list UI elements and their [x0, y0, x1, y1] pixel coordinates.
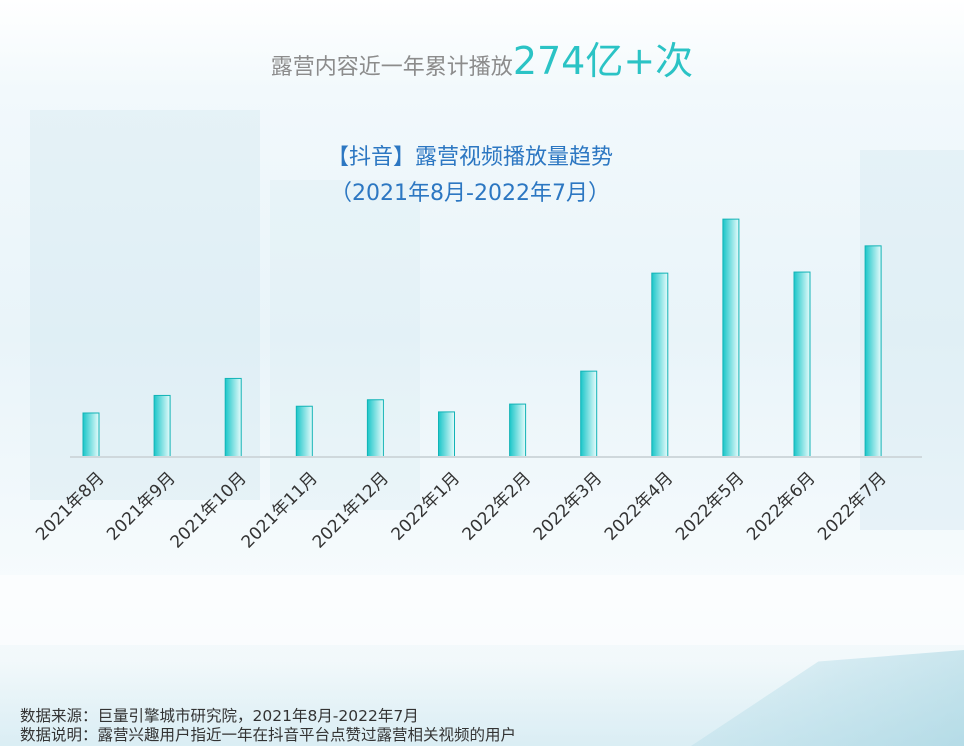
bar-11 — [793, 271, 811, 458]
x-tick-label-10: 2022年5月 — [672, 468, 748, 544]
bar-12 — [864, 245, 882, 458]
x-tick-label-11: 2022年6月 — [743, 468, 819, 544]
footer-note: 数据说明：露营兴趣用户指近一年在抖音平台点赞过露营相关视频的用户 — [20, 726, 517, 744]
x-tick-label-12: 2022年7月 — [814, 468, 890, 544]
chart-subtitle: （2021年8月-2022年7月） — [330, 181, 610, 206]
bar-9 — [651, 272, 669, 458]
bar-2 — [153, 394, 171, 458]
x-tick-label-7: 2022年2月 — [459, 468, 535, 544]
bar-8 — [580, 370, 598, 458]
x-tick-label-1: 2021年8月 — [32, 468, 108, 544]
chart-title-block: 【抖音】露营视频播放量趋势 （2021年8月-2022年7月） — [0, 140, 940, 212]
chart-title: 【抖音】露营视频播放量趋势 — [326, 145, 613, 170]
bar-10 — [722, 218, 740, 458]
bar-4 — [295, 405, 313, 458]
bar-6 — [438, 411, 455, 458]
bar-1 — [82, 412, 100, 458]
x-tick-labels: 2021年8月2021年9月2021年10月2021年11月2021年12月20… — [32, 468, 891, 552]
x-tick-label-9: 2022年4月 — [601, 468, 677, 544]
headline-value: 274亿+次 — [512, 39, 694, 83]
bar-3 — [224, 377, 242, 458]
x-tick-label-5: 2021年12月 — [309, 468, 393, 552]
x-tick-label-8: 2022年3月 — [530, 468, 606, 544]
bar-7 — [509, 403, 527, 458]
footer-source: 数据来源：巨量引擎城市研究院，2021年8月-2022年7月 — [20, 707, 419, 725]
headline: 露营内容近一年累计播放274亿+次 — [0, 30, 964, 85]
x-tick-label-6: 2022年1月 — [388, 468, 464, 544]
bars-group — [82, 218, 882, 458]
bar-5 — [366, 399, 384, 458]
x-tick-label-2: 2021年9月 — [103, 468, 179, 544]
footer: 数据来源：巨量引擎城市研究院，2021年8月-2022年7月 数据说明：露营兴趣… — [20, 707, 516, 745]
headline-prefix: 露营内容近一年累计播放 — [270, 55, 513, 80]
